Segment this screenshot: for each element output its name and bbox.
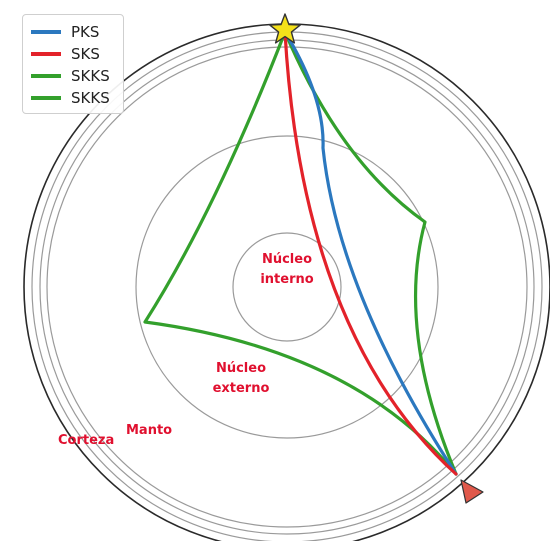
legend-item-skks-2: SKKS [31,87,117,109]
skks-ray-path-2 [143,30,458,476]
legend-label: SKS [71,45,100,63]
legend-label: PKS [71,23,100,41]
legend-swatch-skks [31,74,61,78]
legend-swatch-skks-2 [31,96,61,100]
pks-ray-path [283,30,458,476]
outer-core-label-line1: Núcleo [215,361,267,376]
skks-ray-path-1 [283,30,458,476]
inner-core-label-line2: interno [260,272,314,287]
legend-item-sks: SKS [31,43,117,65]
inner-core-label: Núcleo interno [252,250,322,290]
crust-label-text: Corteza [58,433,115,448]
crust-label: Corteza [58,431,114,451]
inner-core-label-line1: Núcleo [261,252,313,267]
outer-core-label: Núcleo externo [205,359,277,399]
mantle-label-text: Manto [126,423,173,438]
sks-ray-path [283,30,458,476]
legend-label: SKKS [71,89,110,107]
mantle-label: Manto [126,421,172,441]
core-mantle-boundary-circle [135,135,439,439]
legend-swatch-sks [31,52,61,56]
triangle-icon [460,479,484,504]
legend-item-pks: PKS [31,21,117,43]
legend-swatch-pks [31,30,61,34]
outer-core-label-line2: externo [212,381,270,396]
legend-item-skks: SKKS [31,65,117,87]
star-icon [269,13,301,44]
inner-core-boundary-circle [232,232,342,342]
legend-label: SKKS [71,67,110,85]
legend: PKS SKS SKKS SKKS [22,14,124,114]
